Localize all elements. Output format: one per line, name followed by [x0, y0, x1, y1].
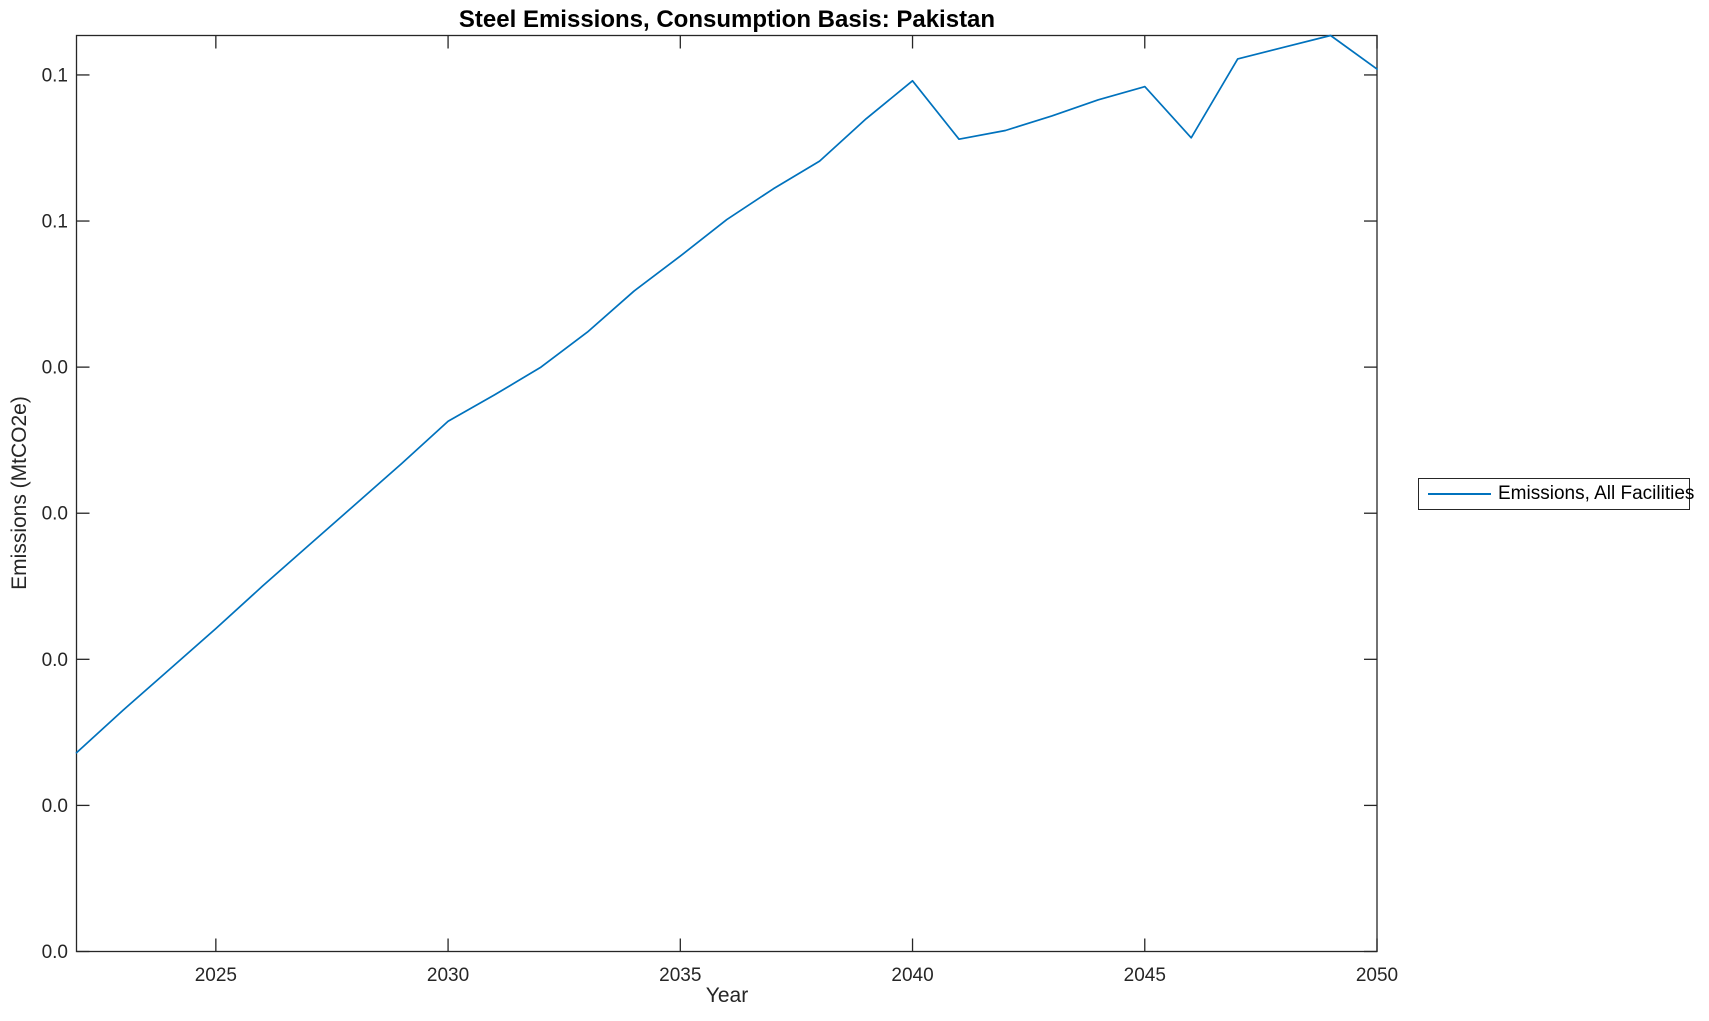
x-tick-label: 2030 — [427, 965, 469, 986]
x-tick-label: 2045 — [1124, 965, 1166, 986]
x-tick-label: 2050 — [1356, 965, 1398, 986]
y-tick-label: 0.0 — [42, 650, 68, 671]
y-tick-label: 0.1 — [42, 65, 68, 86]
emissions-line — [75, 34, 1378, 754]
x-tick-label: 2025 — [195, 965, 237, 986]
legend-line-sample — [1428, 493, 1491, 495]
legend: Emissions, All Facilities — [1418, 478, 1694, 510]
y-tick-label: 0.1 — [42, 212, 68, 233]
y-tick-label: 0.0 — [42, 796, 68, 817]
legend-label: Emissions, All Facilities — [1498, 483, 1695, 504]
x-tick-label: 2035 — [659, 965, 701, 986]
x-axis-label: Year — [705, 984, 749, 1007]
y-tick-label: 0.0 — [42, 942, 68, 963]
plot-border — [75, 34, 1378, 953]
y-axis-label: Emissions (MtCO2e) — [8, 396, 31, 590]
y-tick-label: 0.0 — [42, 358, 68, 379]
x-tick-label: 2040 — [891, 965, 933, 986]
y-tick-label: 0.0 — [42, 504, 68, 525]
chart-title: Steel Emissions, Consumption Basis: Paki… — [458, 6, 996, 33]
